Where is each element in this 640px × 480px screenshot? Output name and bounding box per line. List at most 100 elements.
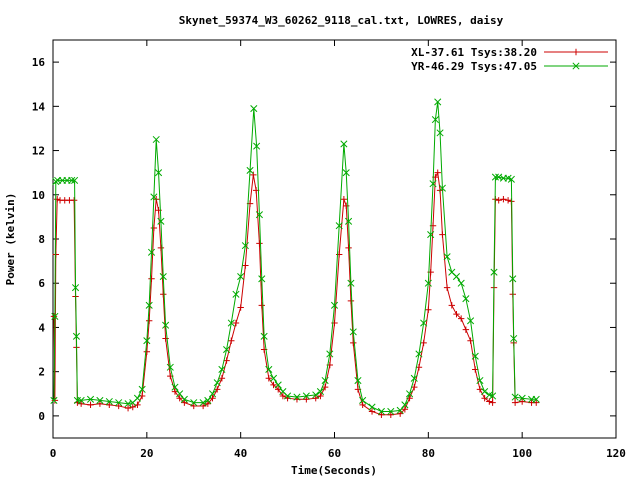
data-point-1 xyxy=(279,392,287,400)
data-point-2 xyxy=(258,275,266,283)
data-point-2 xyxy=(171,383,179,391)
data-point-1 xyxy=(489,399,496,406)
data-point-2 xyxy=(232,290,240,298)
data-point-2 xyxy=(180,395,188,403)
data-point-2 xyxy=(452,273,461,281)
data-point-1 xyxy=(157,244,165,252)
data-point-1 xyxy=(124,404,132,412)
data-point-1 xyxy=(347,297,355,305)
data-point-1 xyxy=(190,402,197,410)
data-point-1 xyxy=(434,169,441,176)
data-point-2 xyxy=(213,379,221,387)
data-point-1 xyxy=(411,383,418,391)
data-point-1 xyxy=(457,315,465,322)
legend-marker-1 xyxy=(572,48,580,56)
data-point-2 xyxy=(157,217,165,225)
data-point-2 xyxy=(429,180,437,188)
data-point-1 xyxy=(54,196,61,203)
data-point-2 xyxy=(410,374,418,382)
data-point-1 xyxy=(129,403,136,411)
x-axis: 0 20 40 60 80 100 120 xyxy=(50,40,626,460)
chart-title: Skynet_59374_W3_60262_9118_cal.txt, LOWR… xyxy=(179,14,504,27)
data-point-2 xyxy=(199,399,207,407)
data-point-1 xyxy=(396,410,404,417)
data-point-2 xyxy=(511,393,519,401)
data-point-2 xyxy=(105,397,113,406)
data-point-1 xyxy=(401,406,409,413)
data-point-2 xyxy=(162,321,170,329)
data-point-2 xyxy=(462,295,470,303)
data-point-2 xyxy=(491,173,499,181)
data-point-1 xyxy=(467,337,474,344)
data-point-1 xyxy=(218,375,226,382)
data-point-1 xyxy=(312,395,319,402)
plot-frame xyxy=(52,39,617,439)
data-point-2 xyxy=(269,374,278,382)
data-point-2 xyxy=(427,231,435,239)
data-point-2 xyxy=(71,284,80,292)
data-point-1 xyxy=(256,240,263,247)
data-point-1 xyxy=(50,313,58,320)
data-point-1 xyxy=(242,262,249,269)
data-point-2 xyxy=(152,135,160,144)
series-2 xyxy=(50,98,540,416)
data-point-2 xyxy=(507,175,515,183)
data-point-2 xyxy=(145,301,153,309)
data-point-1 xyxy=(232,319,240,327)
data-point-1 xyxy=(228,337,235,344)
data-point-1 xyxy=(321,383,329,391)
data-point-1 xyxy=(115,402,122,410)
data-point-1 xyxy=(237,304,244,311)
data-point-2 xyxy=(490,268,498,276)
data-point-2 xyxy=(518,394,526,402)
data-point-2 xyxy=(436,129,444,137)
data-point-2 xyxy=(68,176,76,184)
data-point-2 xyxy=(190,399,198,407)
data-point-2 xyxy=(50,396,58,404)
y-tick-label: 0 xyxy=(38,410,45,423)
x-axis-label: Time(Seconds) xyxy=(291,464,377,477)
x-tick-label: 0 xyxy=(50,447,57,460)
data-point-1 xyxy=(368,408,376,415)
y-tick-label: 16 xyxy=(32,56,46,69)
data-point-1 xyxy=(162,335,169,342)
data-point-1 xyxy=(143,348,151,355)
data-point-2 xyxy=(150,193,158,201)
data-point-2 xyxy=(115,399,123,407)
data-point-1 xyxy=(359,401,366,409)
data-point-2 xyxy=(420,319,428,327)
data-point-2 xyxy=(321,376,329,385)
data-point-2 xyxy=(223,346,231,354)
data-point-1 xyxy=(51,397,59,404)
data-point-2 xyxy=(72,332,81,340)
data-point-2 xyxy=(143,337,151,345)
data-point-1 xyxy=(265,375,273,382)
data-point-1 xyxy=(486,398,493,405)
data-point-2 xyxy=(71,176,79,184)
x-tick-label: 60 xyxy=(328,447,341,460)
data-point-2 xyxy=(368,403,376,411)
data-point-2 xyxy=(467,317,475,325)
data-point-2 xyxy=(424,279,432,287)
data-point-1 xyxy=(387,411,394,418)
series-layer xyxy=(50,98,540,418)
data-point-1 xyxy=(518,398,526,405)
data-point-2 xyxy=(208,390,217,398)
data-point-2 xyxy=(274,381,282,389)
data-point-1 xyxy=(481,395,488,402)
data-point-2 xyxy=(302,392,310,400)
data-point-2 xyxy=(218,365,226,374)
x-tick-label: 120 xyxy=(606,447,626,460)
data-point-2 xyxy=(284,392,292,400)
y-tick-label: 12 xyxy=(32,145,45,158)
legend-label-2: YR-46.29 Tsys:47.05 xyxy=(411,60,537,73)
data-point-1 xyxy=(439,231,446,238)
data-point-2 xyxy=(471,352,479,360)
data-point-1 xyxy=(87,401,94,409)
data-point-1 xyxy=(448,302,455,309)
data-point-2 xyxy=(227,319,235,327)
data-point-1 xyxy=(500,196,507,203)
y-tick-label: 8 xyxy=(38,233,45,246)
data-point-1 xyxy=(462,326,470,333)
